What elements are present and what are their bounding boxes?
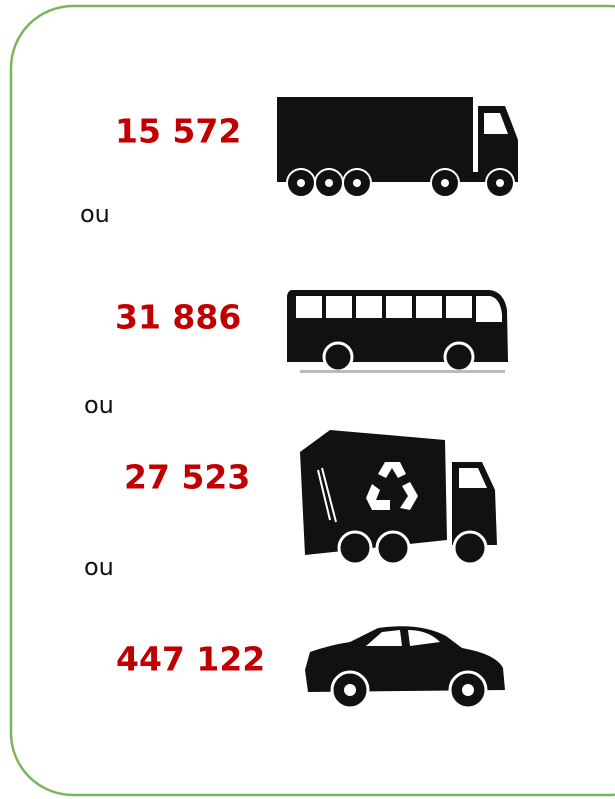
value: 31 886 <box>115 298 241 337</box>
garbage-truck-icon <box>300 430 497 566</box>
value: 27 523 <box>124 458 250 497</box>
separator: ou <box>80 200 110 228</box>
value: 447 122 <box>116 640 265 679</box>
separator: ou <box>84 391 114 419</box>
separator: ou <box>84 553 114 581</box>
value: 15 572 <box>115 112 241 151</box>
car-icon <box>305 626 505 710</box>
bus-icon <box>287 290 508 373</box>
truck-icon <box>277 97 518 198</box>
frame <box>9 4 615 797</box>
